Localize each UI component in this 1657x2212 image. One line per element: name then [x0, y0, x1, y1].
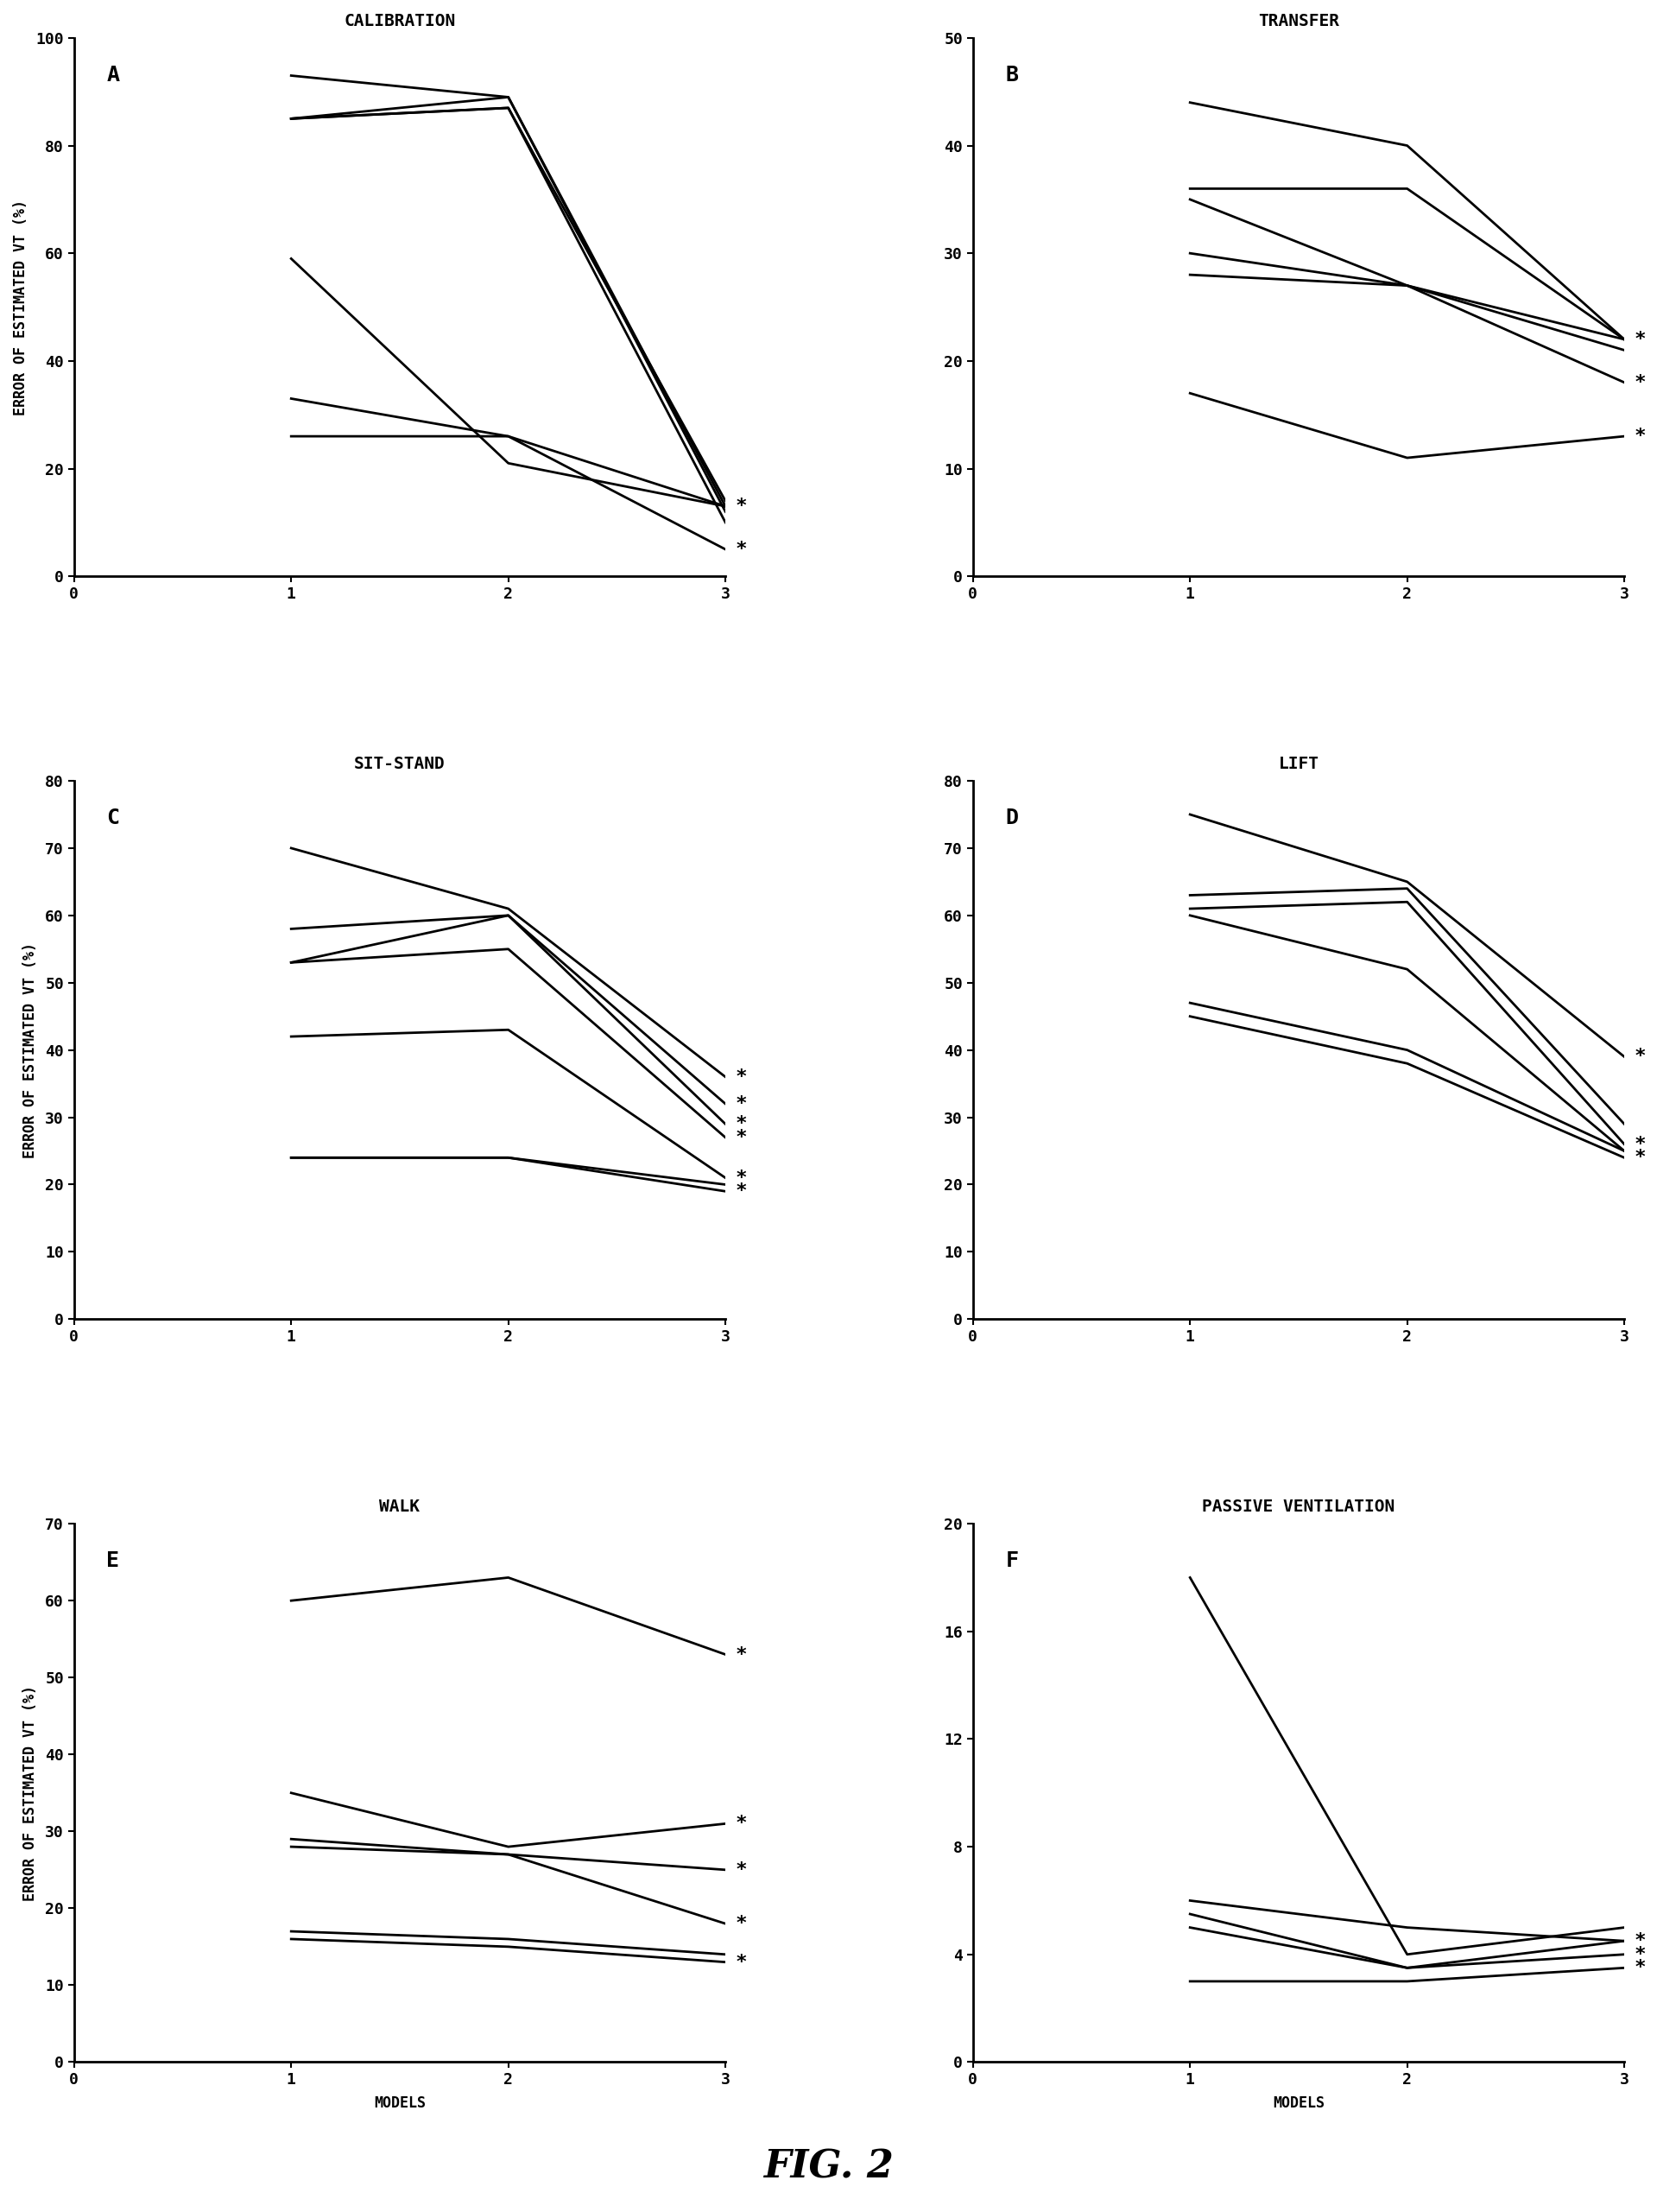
Text: *: *: [1635, 1148, 1645, 1166]
Text: *: *: [1635, 1135, 1645, 1152]
Text: E: E: [106, 1551, 119, 1571]
Text: A: A: [106, 64, 119, 86]
X-axis label: MODELS: MODELS: [1273, 2095, 1324, 2110]
Text: F: F: [1006, 1551, 1019, 1571]
Text: *: *: [1635, 1048, 1645, 1066]
Text: *: *: [1635, 1960, 1645, 1978]
Text: *: *: [1635, 427, 1645, 445]
Text: *: *: [736, 1170, 746, 1186]
Text: D: D: [1006, 807, 1019, 830]
Title: WALK: WALK: [379, 1500, 419, 1515]
Title: PASSIVE VENTILATION: PASSIVE VENTILATION: [1203, 1500, 1395, 1515]
Text: *: *: [736, 1860, 746, 1878]
Y-axis label: ERROR OF ESTIMATED VT (%): ERROR OF ESTIMATED VT (%): [22, 1686, 38, 1900]
Text: *: *: [736, 1095, 746, 1113]
Text: *: *: [736, 1916, 746, 1933]
Text: *: *: [736, 498, 746, 515]
Text: *: *: [1635, 332, 1645, 347]
Text: B: B: [1006, 64, 1019, 86]
Text: *: *: [736, 1816, 746, 1832]
Text: *: *: [1635, 1947, 1645, 1962]
Text: *: *: [1635, 374, 1645, 392]
Title: TRANSFER: TRANSFER: [1258, 13, 1339, 29]
Text: *: *: [736, 1128, 746, 1146]
Text: C: C: [106, 807, 119, 830]
Text: *: *: [1635, 1933, 1645, 1949]
Y-axis label: ERROR OF ESTIMATED VT (%): ERROR OF ESTIMATED VT (%): [22, 942, 38, 1157]
Title: CALIBRATION: CALIBRATION: [345, 13, 456, 29]
Text: *: *: [736, 1115, 746, 1133]
Text: *: *: [736, 1183, 746, 1199]
Title: LIFT: LIFT: [1278, 757, 1319, 772]
Text: *: *: [736, 1646, 746, 1663]
Text: *: *: [736, 1953, 746, 1971]
Title: SIT-STAND: SIT-STAND: [355, 757, 446, 772]
X-axis label: MODELS: MODELS: [374, 2095, 426, 2110]
Text: *: *: [736, 1068, 746, 1086]
Text: FIG. 2: FIG. 2: [764, 2148, 893, 2185]
Y-axis label: ERROR OF ESTIMATED VT (%): ERROR OF ESTIMATED VT (%): [13, 199, 28, 416]
Text: *: *: [736, 540, 746, 557]
